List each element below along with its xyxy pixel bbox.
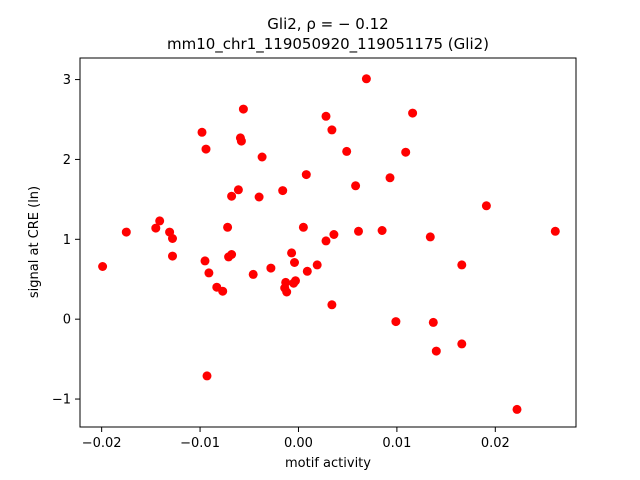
data-point — [168, 251, 177, 261]
data-point — [312, 260, 322, 270]
data-point — [321, 111, 331, 121]
x-tick-label: 0.02 — [481, 436, 510, 451]
data-point — [401, 147, 411, 157]
data-point — [233, 185, 243, 195]
data-point — [512, 404, 522, 414]
data-point — [351, 181, 361, 191]
data-point — [227, 191, 237, 201]
data-point — [377, 226, 387, 235]
plot-area-frame — [79, 57, 577, 428]
data-point — [431, 346, 441, 356]
data-point — [168, 234, 177, 243]
data-point — [202, 371, 212, 381]
data-point — [550, 226, 560, 236]
data-point — [428, 317, 438, 327]
x-axis-label: motif activity — [285, 456, 371, 471]
data-point — [155, 216, 165, 226]
data-point — [248, 269, 258, 279]
data-point — [257, 152, 267, 162]
data-point — [278, 186, 288, 196]
data-point — [327, 125, 337, 135]
data-point — [218, 286, 228, 296]
data-point — [238, 104, 248, 114]
data-point — [254, 192, 264, 202]
data-point — [385, 173, 395, 183]
data-point — [227, 250, 237, 259]
y-axis-ticks: −1 0 1 2 3 — [52, 73, 80, 408]
x-tick-label: −0.01 — [180, 436, 220, 451]
chart-title-line2: mm10_chr1_119050920_119051175 (Gli2) — [167, 35, 489, 54]
data-point — [223, 222, 233, 232]
data-point — [391, 317, 401, 327]
data-point — [121, 227, 131, 237]
data-point — [342, 146, 352, 156]
data-point — [302, 266, 312, 276]
data-point — [408, 108, 418, 118]
data-point — [327, 300, 337, 310]
chart-title-line1: Gli2, ρ = − 0.12 — [267, 15, 388, 33]
data-point — [281, 277, 291, 287]
x-tick-label: −0.02 — [82, 436, 122, 451]
data-point — [457, 260, 467, 270]
data-point — [197, 127, 207, 137]
data-point — [266, 263, 276, 273]
data-point — [204, 268, 214, 278]
data-point — [425, 232, 435, 242]
y-tick-label: 3 — [63, 73, 71, 88]
y-tick-label: −1 — [52, 393, 71, 408]
data-point — [282, 287, 292, 297]
data-point — [151, 223, 161, 233]
x-tick-label: 0.00 — [284, 436, 313, 451]
y-axis-label: signal at CRE (ln) — [27, 186, 42, 298]
data-point — [201, 144, 211, 154]
data-point — [457, 339, 467, 349]
y-tick-label: 2 — [63, 153, 71, 168]
data-point — [361, 74, 371, 84]
data-point — [290, 258, 299, 267]
data-point — [301, 170, 311, 180]
data-point — [291, 276, 300, 286]
data-point — [236, 136, 246, 146]
data-point — [329, 230, 339, 239]
data-point — [298, 222, 308, 232]
data-points — [98, 74, 560, 414]
data-point — [98, 262, 108, 271]
data-point — [321, 236, 331, 246]
y-tick-label: 0 — [63, 313, 71, 328]
data-point — [200, 256, 210, 266]
x-axis-ticks: −0.02 −0.01 0.00 0.01 0.02 — [82, 427, 510, 451]
data-point — [481, 201, 491, 211]
data-point — [354, 226, 363, 236]
x-tick-label: 0.01 — [382, 436, 411, 451]
data-point — [287, 248, 297, 258]
y-tick-label: 1 — [63, 233, 71, 248]
